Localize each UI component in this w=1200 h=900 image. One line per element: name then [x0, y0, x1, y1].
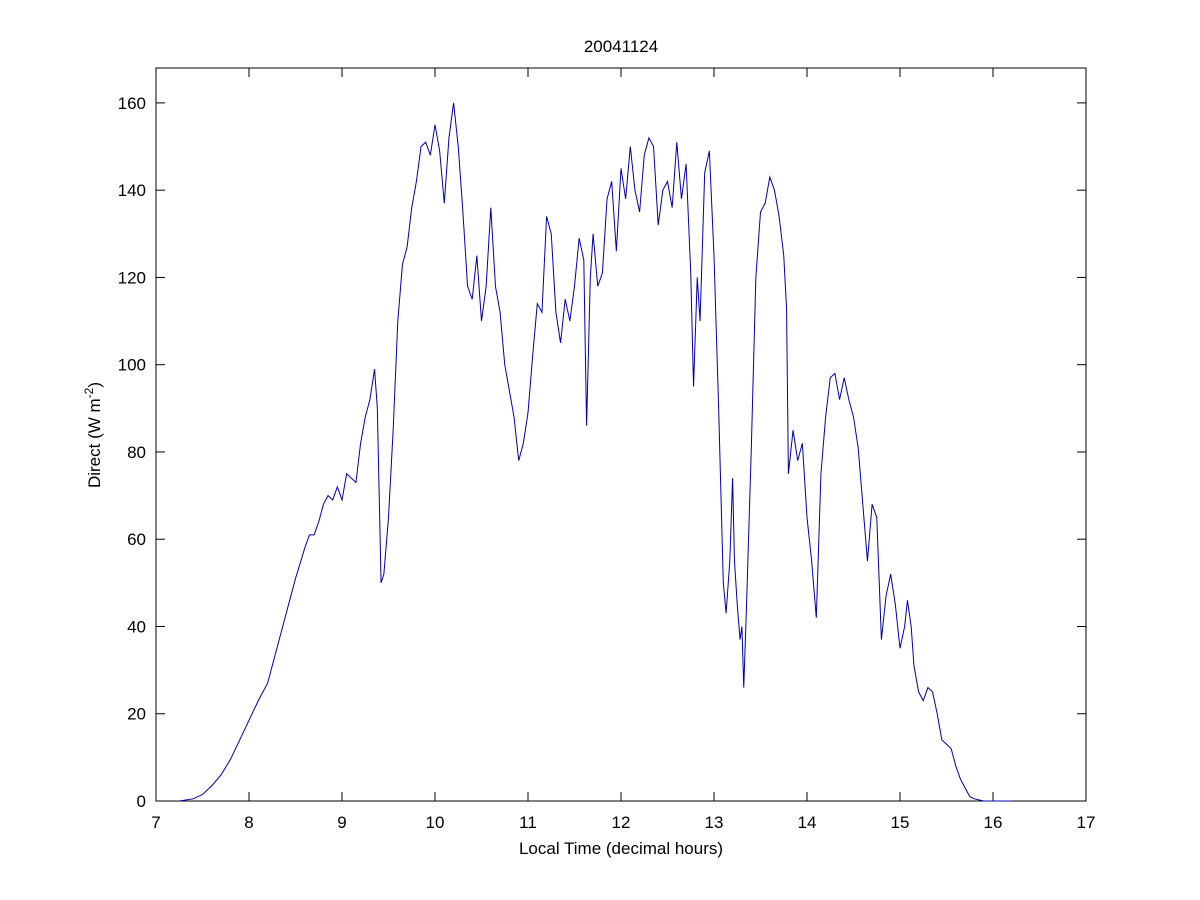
y-label-part: ): [85, 382, 104, 388]
y-tick-label: 80: [127, 443, 146, 462]
y-tick-label: 120: [118, 268, 146, 287]
y-label-part: Direct (W m: [85, 398, 104, 488]
x-tick-label: 17: [1077, 813, 1096, 832]
x-tick-label: 8: [244, 813, 253, 832]
y-label-sup: -2: [82, 387, 96, 398]
y-tick-label: 140: [118, 181, 146, 200]
x-tick-label: 7: [151, 813, 160, 832]
x-tick-label: 16: [984, 813, 1003, 832]
x-tick-label: 15: [891, 813, 910, 832]
x-axis-label: Local Time (decimal hours): [519, 839, 723, 858]
y-tick-label: 60: [127, 530, 146, 549]
plot-area: [155, 67, 1087, 802]
x-tick-label: 9: [337, 813, 346, 832]
y-tick-label: 100: [118, 356, 146, 375]
y-tick-label: 160: [118, 94, 146, 113]
x-tick-label: 13: [705, 813, 724, 832]
chart-title: 20041124: [584, 37, 658, 56]
x-tick-label: 11: [519, 813, 537, 832]
y-axis-label: Direct (W m-2): [82, 382, 104, 488]
y-tick-label: 0: [137, 792, 146, 811]
x-tick-label: 10: [426, 813, 445, 832]
data-line: [179, 102, 1012, 802]
x-tick-label: 14: [798, 813, 817, 832]
y-tick-label: 20: [127, 705, 146, 724]
y-tick-label: 40: [127, 617, 146, 636]
x-tick-label: 12: [612, 813, 631, 832]
